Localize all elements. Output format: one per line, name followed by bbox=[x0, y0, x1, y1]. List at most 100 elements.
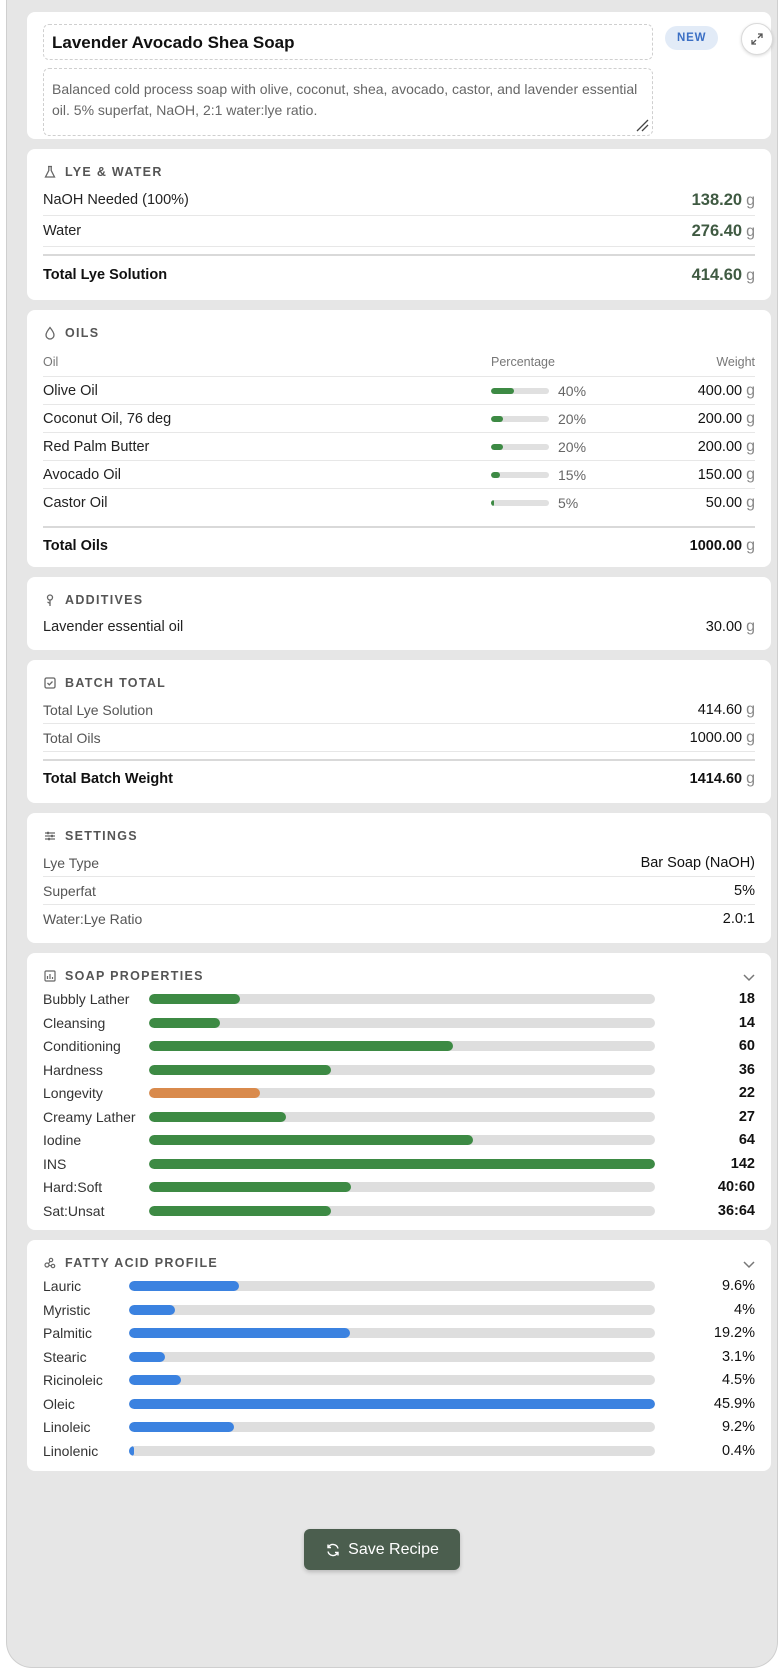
oil-percentage-fill bbox=[491, 443, 503, 450]
setting-label: Lye Type bbox=[43, 854, 100, 871]
property-value: 14 bbox=[738, 1014, 755, 1031]
property-label: Creamy Lather bbox=[43, 1108, 136, 1125]
batch-total-value: 1414.60 bbox=[689, 771, 743, 787]
batch-lye-label: Total Lye Solution bbox=[43, 701, 153, 718]
batch-total-label: Total Batch Weight bbox=[43, 771, 173, 787]
recipe-description-field[interactable]: Balanced cold process soap with olive, c… bbox=[43, 68, 653, 136]
property-bar bbox=[149, 1135, 655, 1145]
oil-percentage-fill bbox=[491, 387, 515, 394]
batch-total-card: BATCH TOTAL Total Lye Solution 414.60 g T… bbox=[27, 660, 771, 803]
soap-properties-card: SOAP PROPERTIES Bubbly Lather 18 Cleansing… bbox=[27, 953, 771, 1230]
oils-total-value: 1000.00 bbox=[689, 538, 743, 554]
oil-name: Olive Oil bbox=[43, 382, 98, 399]
setting-value: Bar Soap (NaOH) bbox=[640, 854, 755, 871]
fatty-acid-bar bbox=[129, 1445, 655, 1456]
fatty-acid-heading: FATTY ACID PROFILE bbox=[43, 1256, 218, 1270]
property-bar bbox=[149, 994, 655, 1004]
oil-percentage-text: 5% bbox=[558, 495, 579, 511]
fatty-acid-label: Palmitic bbox=[43, 1325, 93, 1341]
oil-name: Castor Oil bbox=[43, 495, 108, 511]
fatty-acid-value: 3.1% bbox=[721, 1348, 755, 1365]
fatty-acid-row: Ricinoleic 4.5% bbox=[43, 1369, 755, 1391]
fatty-acid-bar bbox=[129, 1328, 655, 1338]
setting-lye-type-row: Lye Type Bar Soap (NaOH) bbox=[43, 849, 755, 877]
recipe-header-card: Lavender Avocado Shea Soap Balanced cold… bbox=[27, 12, 773, 139]
fatty-acid-bar-fill bbox=[129, 1304, 176, 1315]
fatty-acid-bar bbox=[129, 1375, 655, 1385]
property-value: 27 bbox=[738, 1108, 755, 1125]
soap-properties-heading: SOAP PROPERTIES bbox=[43, 969, 204, 983]
setting-value: 2.0:1 bbox=[722, 911, 755, 927]
oil-percentage-bar bbox=[491, 471, 549, 478]
oil-row: Olive Oil 40% 400.00 g bbox=[43, 377, 755, 405]
batch-oils-label: Total Oils bbox=[43, 729, 101, 746]
lye-water-card: LYE & WATER NaOH Needed (100%) 138.20 g W… bbox=[27, 149, 771, 300]
additive-value: 30.00 bbox=[705, 619, 743, 635]
recipe-title-field[interactable]: Lavender Avocado Shea Soap bbox=[43, 24, 653, 60]
expand-icon bbox=[751, 33, 763, 45]
lye-total-row: Total Lye Solution 414.60 g bbox=[43, 265, 755, 284]
property-row: Hard:Soft 40:60 bbox=[43, 1176, 755, 1198]
resize-grip-icon[interactable] bbox=[635, 118, 649, 132]
settings-card: SETTINGS Lye Type Bar Soap (NaOH) Superf… bbox=[27, 813, 771, 943]
setting-label: Superfat bbox=[43, 882, 96, 899]
property-label: Bubbly Lather bbox=[43, 991, 130, 1007]
fatty-acid-row: Linolenic 0.4% bbox=[43, 1440, 755, 1462]
chevron-down-icon[interactable] bbox=[741, 969, 757, 985]
property-label: INS bbox=[43, 1155, 67, 1172]
fatty-acid-label: Ricinoleic bbox=[43, 1372, 103, 1388]
fatty-acid-row: Lauric 9.6% bbox=[43, 1275, 755, 1297]
fatty-acid-bar bbox=[129, 1351, 655, 1362]
property-label: Sat:Unsat bbox=[43, 1202, 105, 1219]
refresh-icon bbox=[325, 1542, 341, 1558]
property-value: 36 bbox=[738, 1061, 755, 1078]
chevron-down-icon[interactable] bbox=[741, 1256, 757, 1272]
fatty-acid-bar-fill bbox=[129, 1422, 235, 1432]
property-bar bbox=[149, 1017, 655, 1028]
col-oil: Oil bbox=[43, 355, 59, 369]
fatty-acid-row: Palmitic 19.2% bbox=[43, 1322, 755, 1344]
batch-total-row: Total Batch Weight 1414.60 g bbox=[43, 770, 755, 787]
expand-button[interactable] bbox=[741, 23, 773, 55]
batch-lye-value: 414.60 bbox=[697, 701, 743, 718]
oil-weight: 200.00 bbox=[697, 438, 743, 455]
settings-heading: SETTINGS bbox=[43, 829, 138, 843]
oil-row: Castor Oil 5% 50.00 g bbox=[43, 494, 755, 511]
oil-name: Coconut Oil, 76 deg bbox=[43, 410, 172, 427]
property-bar-fill bbox=[149, 1182, 352, 1192]
property-bar bbox=[149, 1064, 655, 1075]
oil-weight: 150.00 bbox=[697, 466, 743, 483]
molecule-icon bbox=[43, 1256, 57, 1270]
oil-percentage-bar bbox=[491, 415, 549, 422]
fatty-acid-row: Linoleic 9.2% bbox=[43, 1416, 755, 1438]
chart-icon bbox=[43, 969, 57, 983]
fatty-acid-label: Linoleic bbox=[43, 1419, 91, 1435]
water-row-value: 276.40 bbox=[691, 221, 743, 240]
oil-percentage-bar bbox=[491, 443, 549, 450]
oils-table-header: Oil Percentage Weight bbox=[43, 348, 755, 377]
oils-heading: OILS bbox=[43, 326, 99, 340]
oil-percentage-fill bbox=[491, 500, 494, 506]
save-recipe-button[interactable]: Save Recipe bbox=[304, 1529, 460, 1570]
property-row: Sat:Unsat 36:64 bbox=[43, 1200, 755, 1222]
oil-row: Coconut Oil, 76 deg 20% 200.00 g bbox=[43, 405, 755, 433]
property-bar-fill bbox=[149, 1205, 332, 1216]
property-bar bbox=[149, 1041, 655, 1051]
checkbox-icon bbox=[43, 676, 57, 690]
oil-percentage: 5% bbox=[491, 495, 578, 511]
oil-percentage-fill bbox=[491, 415, 503, 422]
property-row: Hardness 36 bbox=[43, 1059, 755, 1081]
fatty-acid-label: Linolenic bbox=[43, 1442, 99, 1459]
fatty-acid-card: FATTY ACID PROFILE Lauric 9.6% Myristic 4% P… bbox=[27, 1240, 771, 1471]
fatty-acid-value: 4% bbox=[734, 1301, 755, 1318]
property-row: Longevity 22 bbox=[43, 1082, 755, 1104]
setting-label: Water:Lye Ratio bbox=[43, 911, 143, 927]
fatty-acid-bar-fill bbox=[129, 1351, 165, 1362]
drop-icon bbox=[43, 326, 57, 340]
oil-percentage-text: 40% bbox=[558, 382, 587, 399]
property-bar-fill bbox=[149, 994, 241, 1004]
property-row: Creamy Lather 27 bbox=[43, 1106, 755, 1128]
property-label: Longevity bbox=[43, 1085, 103, 1101]
fatty-acid-bar bbox=[129, 1304, 655, 1315]
oil-row: Avocado Oil 15% 150.00 g bbox=[43, 461, 755, 489]
